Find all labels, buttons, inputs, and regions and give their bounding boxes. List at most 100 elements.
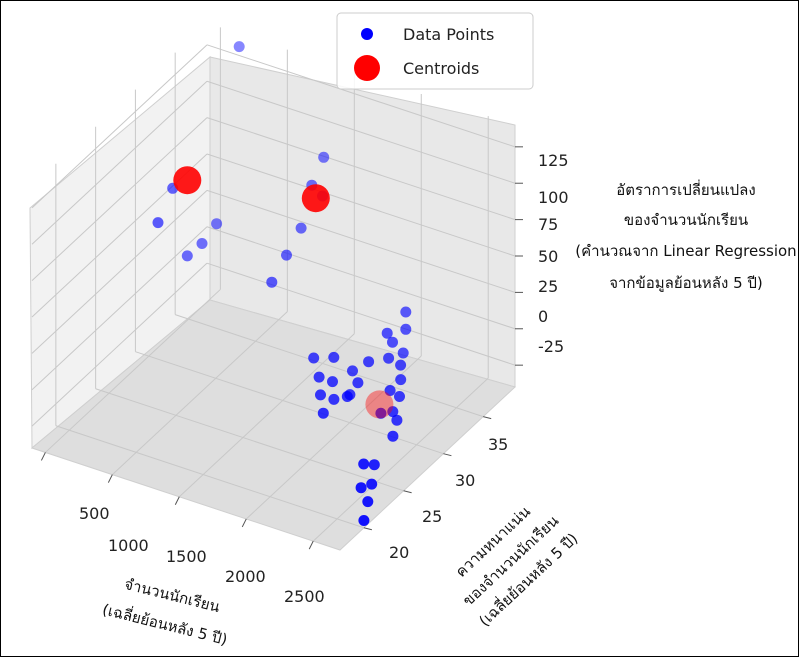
x-grid-line	[178, 333, 355, 498]
z-grid-line	[206, 226, 516, 330]
z-tick-labels: 125 100 75 50 25 0 -25	[538, 151, 569, 356]
y-grid-line	[175, 314, 484, 418]
x-tick-mark	[174, 496, 180, 506]
data-point	[368, 459, 380, 471]
z-grid-line	[31, 117, 208, 281]
data-point	[347, 365, 358, 377]
z-grid-line	[206, 117, 516, 221]
x-tick-label: 2000	[225, 567, 266, 586]
legend: Data Points Centroids	[336, 12, 534, 90]
x-axis-label: จำนวนนักเรียน (เฉลี่ยย้อนหลัง 5 ปี)	[101, 575, 230, 649]
z-grid-line	[206, 262, 516, 366]
z-tick-label: 25	[538, 277, 558, 296]
y-tick-mark	[363, 527, 372, 531]
z-axis-label-line: จากข้อมูลย้อนหลัง 5 ปี)	[609, 274, 763, 292]
x-grid-line	[45, 289, 221, 453]
x-tick-mark	[107, 474, 113, 483]
data-point	[375, 407, 387, 419]
data-point	[266, 276, 278, 288]
data-point	[400, 306, 412, 318]
z-axis-label-line: (คำนวณจาก Linear Regression	[575, 242, 796, 260]
data-point	[391, 414, 403, 426]
data-point	[196, 238, 208, 249]
y-tick-mark	[443, 453, 452, 457]
data-point	[387, 406, 399, 418]
x-tick-mark	[241, 518, 247, 528]
x-tick-label: 2500	[284, 587, 325, 606]
data-point	[211, 218, 223, 230]
data-point	[308, 352, 320, 364]
y-tick-label: 30	[455, 471, 475, 490]
z-grid-line	[206, 189, 516, 293]
z-axis-label: อัตราการเปลี่ยนแปลง ของจำนวนนักเรียน (คำ…	[575, 179, 796, 292]
data-point	[395, 374, 407, 386]
data-point	[387, 430, 399, 442]
data-point	[387, 336, 398, 348]
data-point	[383, 352, 395, 364]
data-point	[363, 356, 375, 368]
data-point	[397, 347, 409, 359]
data-point	[358, 515, 370, 526]
x-grid-line	[245, 355, 422, 520]
data-point	[233, 41, 245, 53]
legend-centroids-marker	[354, 55, 380, 81]
data-point	[400, 323, 412, 335]
data-point	[394, 391, 405, 402]
data-point	[352, 377, 364, 389]
data-point	[395, 359, 407, 371]
z-grid-line	[31, 44, 208, 209]
z-grid-line	[31, 226, 208, 391]
x-grid-line	[312, 377, 489, 542]
centroid-point	[173, 166, 202, 195]
y-tick-label: 20	[389, 543, 409, 562]
z-tick-label: 50	[538, 247, 558, 266]
data-point	[295, 222, 307, 234]
y-tick-label: 35	[488, 435, 508, 454]
y-tick-mark	[483, 416, 492, 420]
z-tick-label: -25	[538, 337, 564, 356]
data-point	[328, 393, 340, 405]
x-tick-label: 1500	[166, 547, 207, 566]
data-point	[315, 389, 326, 401]
z-tick-label: 0	[538, 307, 548, 326]
data-point	[281, 249, 292, 261]
y-tick-mark	[403, 490, 412, 494]
z-tick-label: 100	[538, 188, 569, 207]
x-tick-label: 1000	[108, 536, 149, 555]
z-grid-line	[31, 190, 208, 354]
z-grid-line	[206, 153, 516, 257]
z-grid-line	[206, 80, 516, 184]
z-grid-line	[206, 44, 516, 148]
z-grid-line	[31, 262, 208, 427]
y-tick-labels: 20 25 30 35	[389, 435, 508, 562]
legend-points-label: Data Points	[403, 25, 494, 44]
data-point	[384, 385, 396, 396]
legend-points-marker	[361, 28, 373, 40]
data-point	[318, 151, 330, 163]
data-point	[317, 407, 329, 419]
x-grid-line	[112, 311, 288, 475]
centroid-point	[301, 184, 330, 213]
data-point	[313, 371, 325, 383]
x-tick-mark	[40, 452, 46, 461]
data-point	[355, 482, 367, 494]
data-point	[328, 351, 340, 363]
z-tick-label: 75	[538, 215, 558, 234]
z-grid-line	[31, 80, 208, 245]
y-grid-line	[55, 425, 365, 529]
z-axis-label-line: ของจำนวนนักเรียน	[624, 211, 748, 229]
x-tick-mark	[308, 540, 314, 550]
data-point	[381, 327, 393, 339]
x-tick-labels: 500 1000 1500 2000 2500	[79, 504, 325, 606]
data-marks	[152, 41, 412, 526]
data-point	[366, 478, 378, 490]
y-grid-line	[95, 388, 404, 492]
z-axis-label-line: อัตราการเปลี่ยนแปลง	[616, 179, 755, 199]
x-tick-label: 500	[79, 504, 110, 523]
data-point	[181, 250, 193, 262]
data-point	[344, 389, 356, 401]
z-tick-label: 125	[538, 151, 569, 170]
legend-centroids-label: Centroids	[403, 59, 479, 78]
